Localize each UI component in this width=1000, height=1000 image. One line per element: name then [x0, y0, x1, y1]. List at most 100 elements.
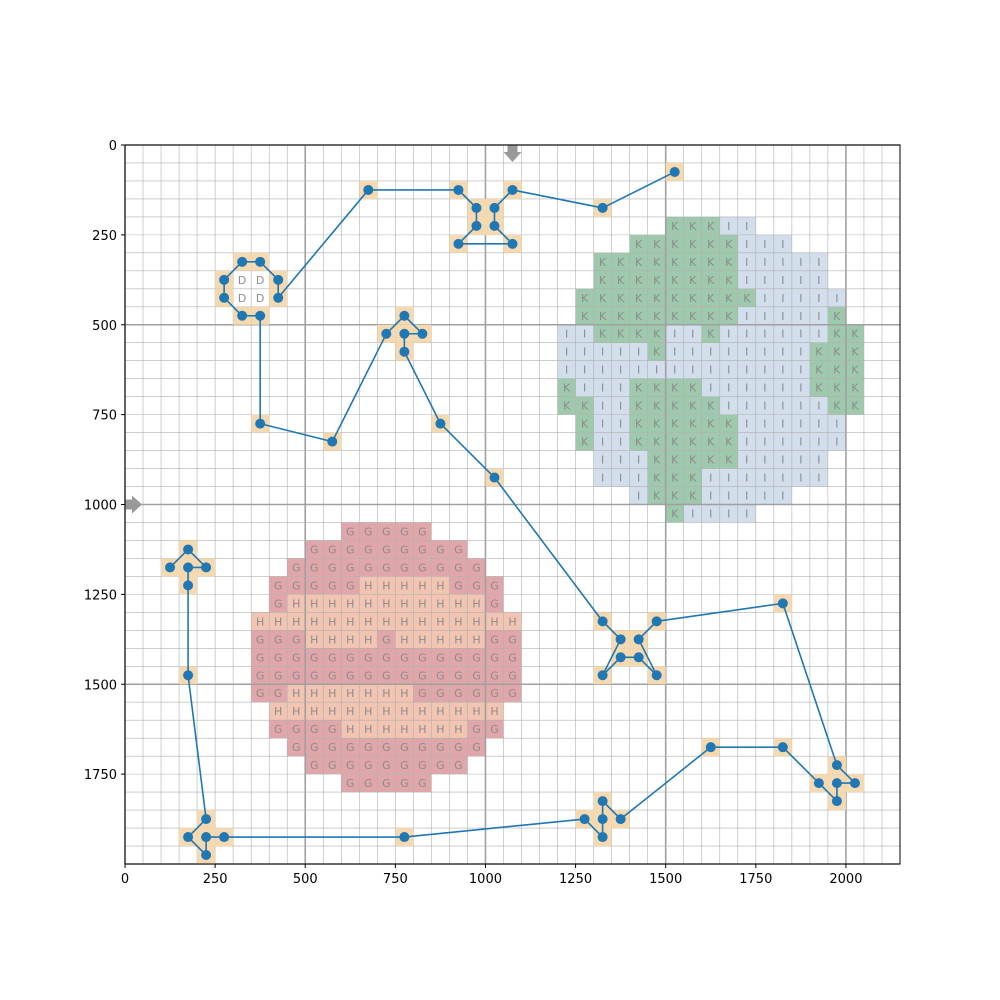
cell-letter-g: G — [346, 759, 355, 772]
region-cell-k — [593, 306, 612, 325]
region-cell-h — [449, 594, 468, 613]
cell-letter-g: G — [400, 741, 409, 754]
cell-letter-d: D — [256, 292, 264, 305]
cell-letter-i: I — [799, 274, 802, 287]
cell-letter-k: K — [581, 436, 589, 449]
region-cell-i — [683, 360, 702, 379]
region-cell-i — [719, 216, 738, 235]
cell-letter-h: H — [310, 615, 318, 628]
cell-letter-i: I — [799, 310, 802, 323]
region-cell-g — [287, 666, 306, 685]
region-cell-g — [377, 648, 396, 667]
cell-letter-i: I — [799, 436, 802, 449]
region-cell-i — [611, 468, 630, 487]
region-cell-k — [719, 270, 738, 289]
cell-letter-g: G — [472, 669, 481, 682]
y-tick-label: 0 — [109, 139, 117, 154]
region-cell-i — [773, 486, 792, 505]
cell-letter-i: I — [817, 328, 820, 341]
path-point — [615, 634, 626, 645]
cell-letter-h: H — [472, 633, 480, 646]
region-cell-h — [359, 612, 378, 631]
path-point — [597, 814, 608, 825]
region-cell-i — [629, 342, 648, 361]
cell-letter-g: G — [274, 687, 283, 700]
region-cell-g — [449, 756, 468, 775]
cell-letter-g: G — [346, 741, 355, 754]
cell-letter-k: K — [653, 256, 661, 269]
path-point — [399, 832, 410, 843]
cell-letter-i: I — [727, 328, 730, 341]
region-cell-g — [431, 756, 450, 775]
cell-letter-i: I — [745, 364, 748, 377]
cell-letter-g: G — [472, 579, 481, 592]
cell-letter-h: H — [382, 597, 390, 610]
region-cell-i — [773, 378, 792, 397]
region-cell-k — [611, 306, 630, 325]
region-cell-k — [629, 396, 648, 415]
region-cell-h — [359, 684, 378, 703]
cell-letter-h: H — [454, 723, 462, 736]
region-cell-h — [377, 720, 396, 739]
cell-letter-h: H — [346, 615, 354, 628]
cell-letter-k: K — [617, 256, 625, 269]
path-point — [201, 850, 212, 861]
cell-letter-g: G — [382, 543, 391, 556]
region-cell-g — [413, 540, 432, 559]
cell-letter-k: K — [707, 274, 715, 287]
cell-letter-g: G — [292, 669, 301, 682]
cell-letter-i: I — [745, 436, 748, 449]
path-point — [633, 652, 644, 663]
cell-letter-g: G — [256, 651, 265, 664]
region-cell-h — [323, 684, 342, 703]
cell-letter-h: H — [400, 705, 408, 718]
path-point — [219, 274, 230, 285]
cell-letter-i: I — [817, 400, 820, 413]
cell-letter-g: G — [490, 669, 499, 682]
region-cell-g — [305, 558, 324, 577]
region-cell-h — [395, 612, 414, 631]
cell-letter-h: H — [364, 705, 372, 718]
region-cell-g — [413, 522, 432, 541]
cell-letter-k: K — [581, 418, 589, 431]
region-cell-k — [845, 324, 864, 343]
path-point — [489, 220, 500, 231]
region-cell-k — [575, 432, 594, 451]
region-cell-g — [449, 666, 468, 685]
cell-letter-i: I — [799, 346, 802, 359]
region-cell-h — [287, 702, 306, 721]
cell-letter-h: H — [328, 687, 336, 700]
region-cell-i — [719, 396, 738, 415]
region-cell-k — [701, 306, 720, 325]
region-cell-g — [395, 756, 414, 775]
region-cell-k — [593, 324, 612, 343]
cell-letter-h: H — [310, 687, 318, 700]
path-point — [615, 652, 626, 663]
region-cell-k — [647, 342, 666, 361]
cell-letter-g: G — [364, 777, 373, 790]
cell-letter-k: K — [833, 382, 841, 395]
region-cell-i — [593, 396, 612, 415]
region-cell-i — [719, 504, 738, 523]
path-point — [363, 184, 374, 195]
cell-letter-k: K — [653, 310, 661, 323]
region-cell-h — [431, 720, 450, 739]
region-cell-k — [593, 288, 612, 307]
region-cell-h — [377, 684, 396, 703]
cell-letter-i: I — [799, 382, 802, 395]
region-cell-k — [809, 342, 828, 361]
cell-letter-g: G — [400, 543, 409, 556]
region-cell-k — [647, 450, 666, 469]
cell-letter-i: I — [619, 346, 622, 359]
region-cell-k — [719, 234, 738, 253]
region-cell-i — [701, 468, 720, 487]
path-point — [201, 832, 212, 843]
cell-letter-h: H — [328, 615, 336, 628]
cell-letter-i: I — [781, 238, 784, 251]
cell-letter-k: K — [725, 418, 733, 431]
region-cell-h — [449, 612, 468, 631]
region-cell-i — [737, 486, 756, 505]
cell-letter-k: K — [635, 292, 643, 305]
path-point — [183, 670, 194, 681]
